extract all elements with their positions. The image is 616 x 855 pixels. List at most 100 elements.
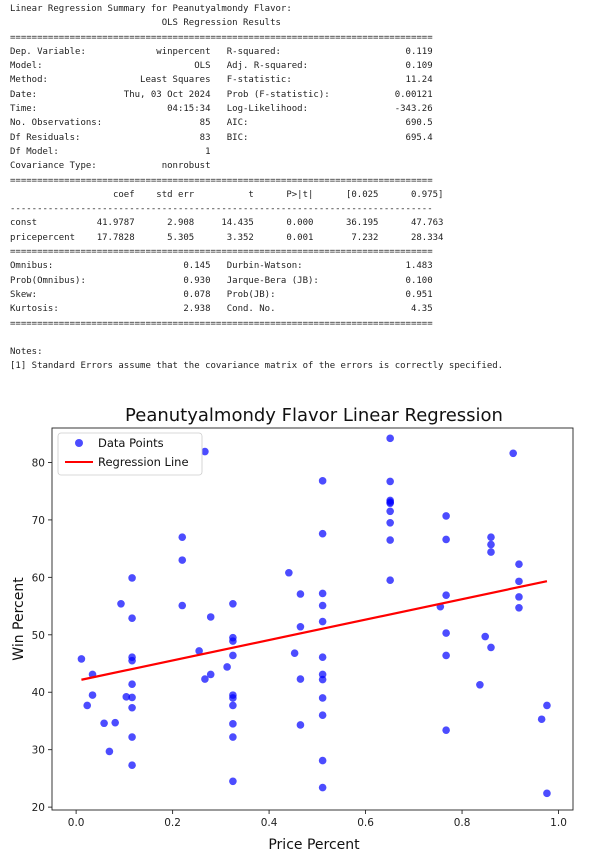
- data-point: [318, 653, 327, 661]
- data-point: [487, 643, 495, 652]
- x-tick-label: 0.6: [357, 817, 374, 829]
- legend-box: [57, 432, 203, 476]
- y-tick-label: 50: [32, 630, 45, 642]
- data-point: [296, 721, 305, 729]
- data-point: [386, 576, 394, 585]
- data-point: [105, 747, 114, 756]
- data-point: [515, 593, 523, 601]
- data-point: [318, 675, 327, 684]
- data-point: [206, 613, 215, 621]
- data-point: [318, 617, 327, 626]
- data-point: [487, 533, 495, 541]
- data-point: [515, 560, 523, 568]
- data-point: [229, 733, 237, 741]
- data-point: [128, 703, 136, 712]
- data-point: [487, 548, 495, 556]
- data-point: [442, 629, 450, 637]
- data-point: [318, 711, 327, 720]
- y-axis: 20 30 40 50 60 70 80: [32, 457, 52, 814]
- data-point: [285, 568, 293, 577]
- legend-label-data-points: Data Points: [98, 436, 164, 450]
- regression-chart: Peanutyalmondy Flavor Linear Regression …: [11, 405, 574, 853]
- data-point: [128, 614, 136, 622]
- data-points-series: [77, 434, 551, 798]
- data-point: [128, 574, 136, 582]
- data-point: [229, 720, 237, 728]
- data-point: [122, 693, 131, 701]
- data-point: [229, 637, 237, 645]
- data-point: [515, 603, 523, 612]
- data-point: [206, 670, 215, 679]
- y-tick-label: 40: [32, 687, 45, 699]
- x-axis-label: Price Percent: [268, 837, 360, 853]
- data-point: [178, 556, 187, 564]
- data-point: [111, 718, 119, 727]
- y-tick-label: 20: [32, 802, 45, 814]
- data-point: [442, 651, 450, 660]
- data-point: [178, 601, 187, 610]
- data-point: [515, 577, 523, 586]
- y-tick-label: 60: [32, 572, 45, 584]
- data-point: [487, 540, 495, 549]
- data-point: [442, 512, 450, 520]
- data-point: [117, 599, 125, 608]
- data-point: [476, 680, 484, 689]
- x-tick-label: 0.4: [261, 817, 278, 829]
- data-point: [128, 680, 136, 688]
- data-point: [318, 601, 327, 610]
- chart-title: Peanutyalmondy Flavor Linear Regression: [125, 405, 503, 426]
- data-point: [229, 694, 237, 702]
- data-point: [201, 447, 209, 456]
- regression-line: [81, 580, 548, 681]
- data-point: [290, 649, 299, 657]
- data-point: [509, 449, 517, 458]
- data-point: [195, 647, 203, 655]
- data-point: [543, 789, 551, 798]
- legend-point-marker: [75, 439, 83, 447]
- data-point: [318, 529, 327, 538]
- data-point: [296, 590, 305, 598]
- data-point: [229, 599, 237, 608]
- data-point: [128, 761, 136, 769]
- data-point: [178, 533, 187, 541]
- data-point: [386, 536, 394, 544]
- y-axis-label: Win Percent: [11, 577, 27, 661]
- data-point: [77, 655, 86, 663]
- data-point: [442, 591, 450, 599]
- data-point: [83, 701, 92, 710]
- data-point: [201, 675, 209, 683]
- data-point: [296, 622, 305, 631]
- data-point: [229, 777, 237, 786]
- data-point: [296, 675, 305, 683]
- data-point: [229, 651, 237, 660]
- legend-label-regression-line: Regression Line: [98, 455, 189, 469]
- data-point: [386, 434, 394, 443]
- data-point: [318, 783, 327, 792]
- plot-area: [51, 427, 574, 811]
- data-point: [100, 719, 108, 728]
- y-tick-label: 80: [32, 457, 45, 469]
- data-point: [442, 535, 450, 544]
- data-point: [318, 477, 327, 485]
- regression-line-series: [81, 580, 548, 681]
- data-point: [128, 693, 136, 702]
- x-axis: 0.0 0.2 0.4 0.6 0.8 1.0: [68, 810, 567, 829]
- data-point: [318, 756, 327, 765]
- data-point: [442, 726, 450, 734]
- data-point: [386, 477, 394, 486]
- data-point: [537, 715, 546, 724]
- y-tick-label: 70: [32, 515, 45, 527]
- data-point: [481, 632, 490, 641]
- data-point: [386, 518, 394, 527]
- x-tick-label: 0.0: [68, 817, 85, 829]
- x-tick-label: 0.2: [164, 817, 181, 829]
- x-tick-label: 1.0: [550, 817, 567, 829]
- data-point: [543, 701, 551, 710]
- data-point: [386, 499, 394, 508]
- data-point: [229, 701, 237, 710]
- data-point: [223, 663, 231, 671]
- legend: Data Points Regression Line: [57, 432, 203, 476]
- x-tick-label: 0.8: [454, 817, 471, 829]
- data-point: [128, 733, 136, 741]
- regression-summary: Linear Regression Summary for Peanutyalm…: [10, 4, 504, 372]
